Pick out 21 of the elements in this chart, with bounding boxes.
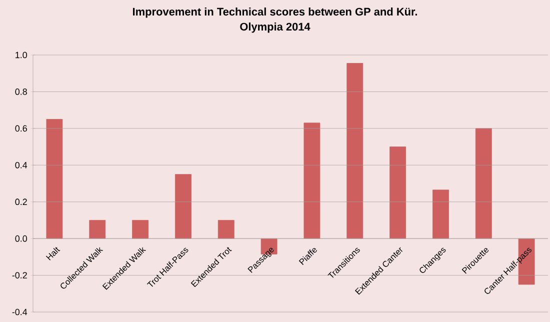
bar	[432, 190, 449, 239]
y-tick-label: 1.0	[16, 52, 28, 58]
bar	[218, 220, 234, 239]
y-tick-label: 0.8	[15, 88, 27, 95]
bar	[132, 220, 148, 239]
bar	[390, 146, 406, 239]
y-tick-label: 0.4	[15, 162, 28, 168]
bar	[89, 220, 106, 239]
bar	[175, 174, 192, 239]
y-tick-label: -0.2	[12, 272, 27, 278]
chart-title: Improvement in Technical scores between GP and Kür.	[133, 8, 417, 18]
y-tick-label: 0.2	[15, 198, 27, 206]
y-tick-label: -0.4	[12, 308, 28, 316]
x-tick-label: Halt	[46, 247, 60, 260]
y-tick-label: 0.6	[15, 125, 27, 132]
y-tick-label: 0.0	[15, 235, 28, 242]
bar	[304, 122, 320, 239]
bar	[475, 128, 492, 239]
bar	[46, 119, 63, 239]
bar	[346, 63, 364, 239]
chart-subtitle: Olympia 2014	[240, 22, 310, 33]
